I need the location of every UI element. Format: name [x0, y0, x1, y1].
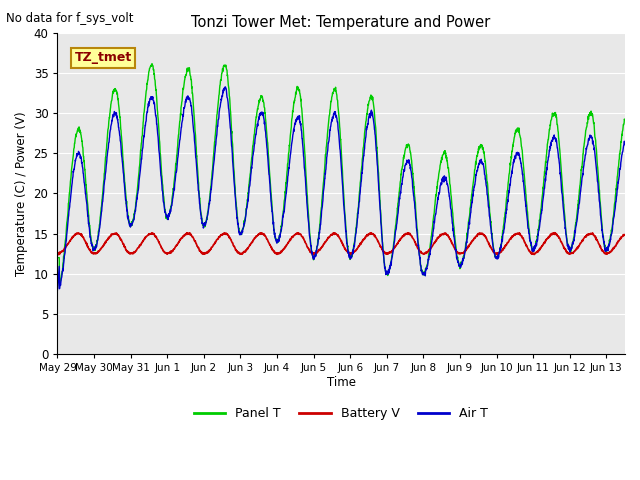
Panel T — [409, 175, 417, 180]
Air T — [601, 246, 609, 252]
Air T — [534, 237, 541, 242]
Panel T — [87, 236, 95, 242]
Line: Battery V: Battery V — [58, 233, 625, 255]
Panel T — [54, 255, 61, 261]
Text: TZ_tmet: TZ_tmet — [74, 51, 132, 64]
Air T — [345, 249, 353, 254]
Legend: Panel T, Battery V, Air T: Panel T, Battery V, Air T — [189, 402, 493, 425]
Panel T — [602, 247, 609, 253]
Y-axis label: Temperature (C) / Power (V): Temperature (C) / Power (V) — [15, 111, 28, 276]
Air T — [221, 84, 229, 90]
Panel T — [345, 252, 353, 257]
Battery V — [621, 232, 628, 238]
Text: No data for f_sys_volt: No data for f_sys_volt — [6, 12, 134, 25]
Battery V — [409, 235, 417, 241]
Battery V — [345, 250, 353, 256]
X-axis label: Time: Time — [326, 376, 356, 389]
Air T — [54, 287, 61, 293]
Line: Air T: Air T — [58, 87, 625, 290]
Battery V — [54, 251, 61, 257]
Air T — [621, 142, 628, 147]
Panel T — [621, 117, 628, 123]
Title: Tonzi Tower Met: Temperature and Power: Tonzi Tower Met: Temperature and Power — [191, 15, 491, 30]
Battery V — [87, 249, 95, 254]
Air T — [409, 186, 417, 192]
Line: Panel T: Panel T — [58, 64, 625, 286]
Panel T — [56, 283, 63, 289]
Air T — [426, 250, 434, 255]
Panel T — [427, 240, 435, 246]
Battery V — [550, 230, 558, 236]
Battery V — [602, 251, 609, 257]
Battery V — [426, 246, 434, 252]
Air T — [87, 238, 95, 243]
Panel T — [148, 61, 156, 67]
Battery V — [534, 248, 541, 254]
Panel T — [534, 232, 542, 238]
Battery V — [310, 252, 318, 258]
